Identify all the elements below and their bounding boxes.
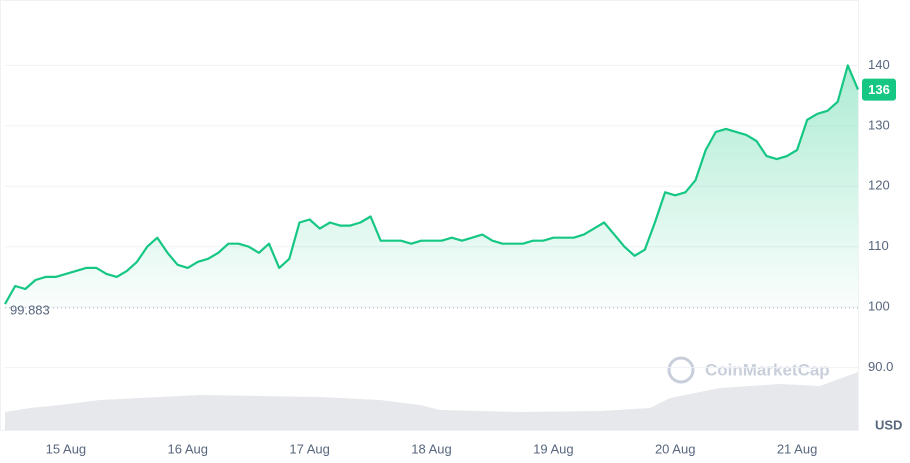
price-tag — [862, 78, 896, 101]
y-tick-label: 100 — [868, 299, 890, 314]
y-axis-label: USD — [875, 417, 902, 432]
y-tick-label: 90.0 — [868, 359, 893, 374]
x-tick-label: 21 Aug — [777, 441, 818, 456]
volume-area — [5, 372, 858, 430]
y-tick-label: 110 — [868, 238, 889, 253]
x-tick-label: 18 Aug — [411, 441, 452, 456]
y-tick-label: 140 — [868, 57, 890, 72]
y-tick-label: 120 — [868, 178, 890, 193]
x-tick-label: 19 Aug — [533, 441, 574, 456]
watermark-text: CoinMarketCap — [705, 360, 830, 379]
area — [5, 65, 858, 308]
x-tick-label: 17 Aug — [289, 441, 330, 456]
price-tag-label: 136 — [868, 82, 890, 97]
watermark: CoinMarketCap — [667, 356, 830, 384]
y-tick-label: 130 — [868, 117, 890, 132]
x-tick-label: 20 Aug — [655, 441, 696, 456]
plot-frame — [0, 0, 859, 431]
baseline-label: 99.883 — [10, 302, 50, 317]
x-tick-label: 16 Aug — [168, 441, 209, 456]
x-tick-label: 15 Aug — [46, 441, 87, 456]
price-line — [4, 64, 860, 305]
